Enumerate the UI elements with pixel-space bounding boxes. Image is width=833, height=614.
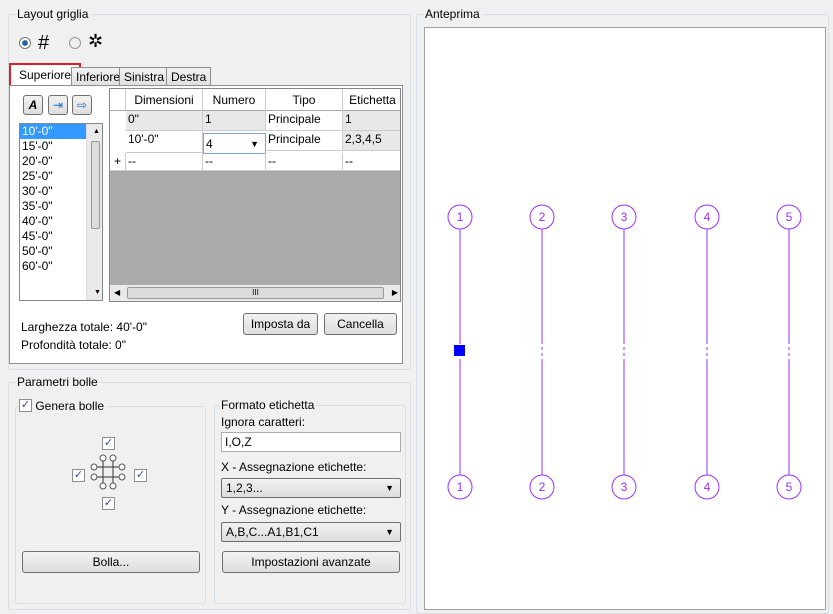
grip-handle[interactable]: [454, 345, 465, 356]
list-item[interactable]: 15'-0": [22, 139, 53, 153]
cell[interactable]: 1: [203, 111, 266, 131]
cell[interactable]: 2,3,4,5: [343, 131, 400, 151]
y-assign-select[interactable]: A,B,C...A1,B1,C1 ▼: [221, 522, 401, 542]
cell[interactable]: 1: [343, 111, 400, 131]
list-item[interactable]: 25'-0": [22, 169, 53, 183]
bubble-button[interactable]: Bolla...: [22, 551, 200, 573]
ignore-input[interactable]: I,O,Z: [221, 432, 401, 452]
list-item[interactable]: 45'-0": [22, 229, 53, 243]
col-tipo[interactable]: Tipo: [266, 89, 343, 111]
delete-button[interactable]: Cancella: [324, 313, 397, 335]
right-bubble-checkbox[interactable]: ✓: [134, 469, 147, 482]
preview-title: Anteprima: [423, 7, 482, 21]
radio-orthogonal[interactable]: [19, 37, 31, 49]
tab-sinistra[interactable]: Sinistra: [119, 67, 170, 85]
cell[interactable]: --: [203, 153, 266, 171]
bubble-layout-icon: [90, 454, 126, 490]
grid-bubble: [611, 474, 637, 500]
grid-bubble-label: 2: [539, 480, 546, 494]
chevron-down-icon: ▼: [385, 483, 394, 493]
x-label: X - Assegnazione etichette:: [221, 460, 367, 474]
list-item[interactable]: 20'-0": [22, 154, 53, 168]
generate-bubbles-checkbox[interactable]: ✓: [19, 399, 32, 413]
generate-group: [15, 406, 206, 604]
grid-bubble-label: 5: [786, 480, 793, 494]
tab-destra[interactable]: Destra: [166, 67, 212, 85]
top-bubble-checkbox[interactable]: ✓: [102, 437, 115, 450]
cell[interactable]: Principale: [266, 131, 343, 151]
preview-canvas[interactable]: 1 1 2 2 3 3 4 4 5 5: [424, 27, 826, 610]
grid-bubble: [694, 474, 720, 500]
grid-bubble: [529, 474, 555, 500]
chevron-down-icon: ▼: [385, 527, 394, 537]
list-scrollbar[interactable]: ▲ ▼: [86, 124, 102, 300]
left-bubble-checkbox[interactable]: ✓: [72, 469, 85, 482]
grid-bubble-label: 1: [457, 480, 464, 494]
bottom-bubble-checkbox[interactable]: ✓: [102, 497, 115, 510]
tab-superiore[interactable]: Superiore: [9, 63, 82, 86]
numero-combo[interactable]: 4 ▼: [203, 133, 266, 154]
table-row[interactable]: 10'-0": [126, 131, 203, 153]
grid-bubble: [447, 204, 473, 230]
table-hscrollbar[interactable]: ◀ III ▶: [110, 285, 400, 301]
grid-bubble-label: 4: [704, 210, 711, 224]
new-row[interactable]: --: [126, 153, 203, 171]
grid-bubble-label: 1: [457, 210, 464, 224]
list-item[interactable]: 30'-0": [22, 184, 53, 198]
grid-bubble-label: 3: [621, 480, 628, 494]
grid-bubble: [611, 204, 637, 230]
col-etichetta[interactable]: Etichetta: [343, 89, 400, 111]
generate-bubbles-label: Genera bolle: [35, 398, 105, 413]
orthogonal-grid-icon: #: [38, 32, 50, 54]
list-item[interactable]: 35'-0": [22, 199, 53, 213]
set-from-button[interactable]: Imposta da: [243, 313, 318, 335]
col-dimensioni[interactable]: Dimensioni: [126, 89, 203, 111]
layout-title: Layout griglia: [15, 7, 91, 21]
layout-group: Layout griglia: [8, 7, 411, 370]
grid-bubble: [776, 204, 802, 230]
spacing-list[interactable]: 10'-0" 15'-0" 20'-0" 25'-0" 30'-0" 35'-0…: [19, 123, 103, 301]
insert-row-icon[interactable]: ⇥: [48, 95, 68, 115]
append-row-icon[interactable]: ⇨: [72, 95, 92, 115]
ignore-label: Ignora caratteri:: [221, 415, 306, 429]
cell[interactable]: --: [343, 153, 400, 171]
format-group: Formato etichetta: [214, 398, 406, 604]
col-numero[interactable]: Numero: [203, 89, 266, 111]
new-row-marker: +: [110, 153, 126, 171]
grid-bubble-label: 5: [786, 210, 793, 224]
cell[interactable]: Principale: [266, 111, 343, 131]
format-title: Formato etichetta: [219, 398, 317, 412]
grid-bubble: [776, 474, 802, 500]
radio-radial[interactable]: [69, 37, 81, 49]
total-depth: Profondità totale: 0": [21, 338, 126, 352]
grid-bubble: [447, 474, 473, 500]
list-item[interactable]: 40'-0": [22, 214, 53, 228]
list-item[interactable]: 50'-0": [22, 244, 53, 258]
grid-bubble: [694, 204, 720, 230]
x-assign-select[interactable]: 1,2,3... ▼: [221, 478, 401, 498]
list-item[interactable]: 60'-0": [22, 259, 53, 273]
cell[interactable]: --: [266, 153, 343, 171]
grid-bubble: [529, 204, 555, 230]
bubbles-title: Parametri bolle: [15, 375, 100, 389]
radial-grid-icon: ✲: [88, 31, 104, 51]
grid-table[interactable]: Dimensioni Numero Tipo Etichetta 0" 1 Pr…: [109, 88, 401, 302]
grid-bubble-label: 3: [621, 210, 628, 224]
total-width: Larghezza totale: 40'-0": [21, 320, 147, 334]
y-label: Y - Assegnazione etichette:: [221, 503, 367, 517]
grid-bubble-label: 2: [539, 210, 546, 224]
tab-inferiore[interactable]: Inferiore: [71, 67, 126, 85]
list-item[interactable]: 10'-0": [20, 124, 86, 139]
grid-bubble-label: 4: [704, 480, 711, 494]
advanced-settings-button[interactable]: Impostazioni avanzate: [222, 551, 400, 573]
rename-icon[interactable]: A: [23, 95, 43, 115]
table-row[interactable]: 0": [126, 111, 203, 131]
